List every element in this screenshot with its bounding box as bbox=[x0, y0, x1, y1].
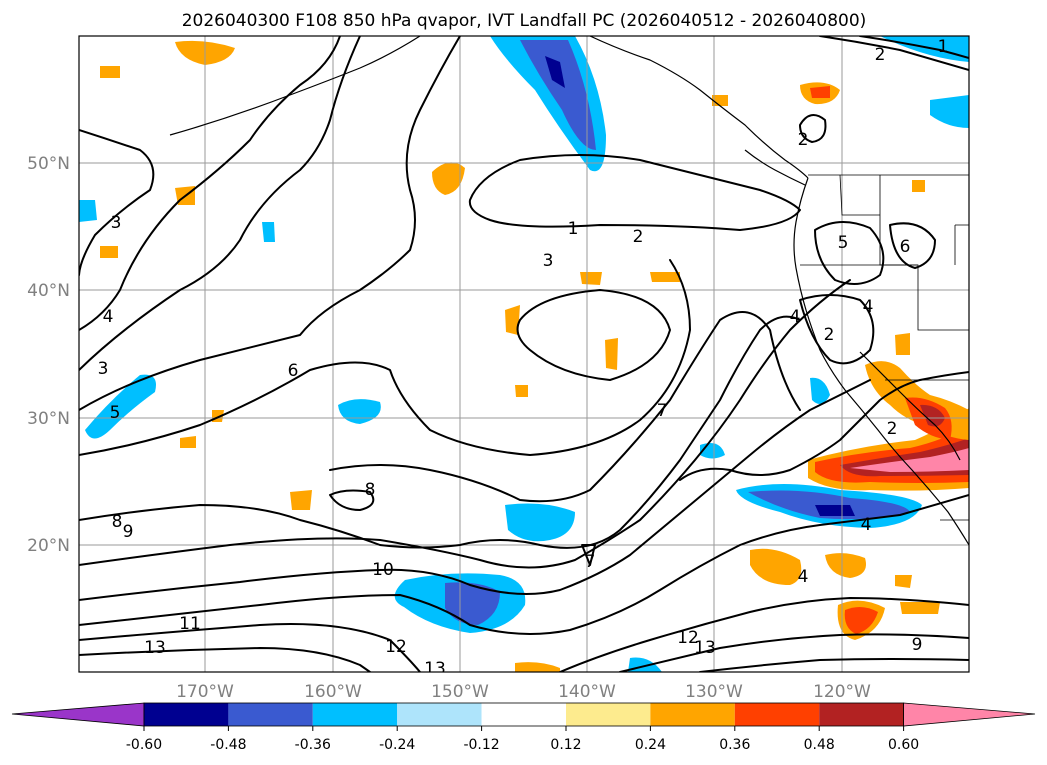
colorbar: -0.60 -0.48 -0.36 -0.24 -0.12 0.12 0.24 … bbox=[11, 702, 1036, 753]
contour-label: 1 bbox=[568, 219, 579, 239]
contour-label: 12 bbox=[385, 637, 407, 657]
colorbar-bin bbox=[566, 703, 651, 726]
colorbar-bin bbox=[228, 703, 313, 726]
contour-label: 11 bbox=[179, 614, 201, 634]
colorbar-bin bbox=[734, 703, 820, 726]
colorbar-extend-left bbox=[11, 702, 145, 727]
colorbar-tick-label: -0.48 bbox=[210, 737, 246, 753]
colorbar-bin bbox=[312, 703, 398, 726]
contour-label: 7 bbox=[657, 401, 668, 421]
colorbar-tick-label: 0.36 bbox=[719, 737, 750, 753]
contour-label: 4 bbox=[863, 297, 874, 317]
contour-label: 8 bbox=[112, 512, 123, 532]
colorbar-tick-label: -0.36 bbox=[295, 737, 331, 753]
isolines bbox=[79, 36, 969, 672]
latitude-labels: 50°N 40°N 30°N 20°N bbox=[27, 154, 70, 556]
lat-label: 20°N bbox=[27, 536, 70, 556]
colorbar-bin bbox=[819, 703, 904, 726]
negative-anomaly-shading bbox=[79, 36, 969, 672]
contour-label: 9 bbox=[123, 522, 134, 542]
contour-label: 12 bbox=[677, 628, 699, 648]
colorbar-tick-label: -0.12 bbox=[463, 737, 499, 753]
lon-label: 140°W bbox=[558, 682, 616, 702]
state-borders bbox=[800, 174, 969, 521]
colorbar-bin bbox=[144, 703, 229, 726]
colorbar-tick-label: -0.24 bbox=[379, 737, 415, 753]
contour-label: 5 bbox=[838, 233, 849, 253]
contour-label: 3 bbox=[98, 359, 109, 379]
contour-label: 4 bbox=[103, 307, 114, 327]
contour-label: 13 bbox=[694, 638, 716, 658]
lon-label: 160°W bbox=[304, 682, 362, 702]
contour-label: 6 bbox=[900, 237, 911, 257]
lon-label: 150°W bbox=[431, 682, 489, 702]
positive-anomaly-shading bbox=[100, 40, 969, 672]
contour-label: 8 bbox=[365, 480, 376, 500]
contour-labels: 2 1 2 1 2 3 3 4 3 5 6 5 6 4 2 4 7 8 8 9 … bbox=[98, 37, 949, 679]
coastlines bbox=[169, 36, 969, 546]
colorbar-bin bbox=[397, 703, 482, 726]
contour-label: 3 bbox=[543, 251, 554, 271]
contour-label: 3 bbox=[111, 213, 122, 233]
contour-label: 2 bbox=[887, 419, 898, 439]
lat-label: 30°N bbox=[27, 409, 70, 429]
contour-label: 2 bbox=[633, 227, 644, 247]
map-area: 2 1 2 1 2 3 3 4 3 5 6 5 6 4 2 4 7 8 8 9 … bbox=[79, 36, 969, 679]
colorbar-tick-label: 0.60 bbox=[888, 737, 919, 753]
colorbar-ticks bbox=[143, 726, 905, 731]
contour-label: 13 bbox=[424, 659, 446, 679]
longitude-labels: 170°W 160°W 150°W 140°W 130°W 120°W bbox=[176, 682, 871, 702]
contour-label: 4 bbox=[798, 567, 809, 587]
map-title: 2026040300 F108 850 hPa qvapor, IVT Land… bbox=[182, 11, 867, 31]
colorbar-tick-label: 0.24 bbox=[635, 737, 666, 753]
contour-label: 2 bbox=[824, 325, 835, 345]
lat-lon-grid bbox=[79, 36, 969, 672]
colorbar-tick-label: 0.48 bbox=[804, 737, 835, 753]
contour-label: 4 bbox=[790, 307, 801, 327]
lon-label: 130°W bbox=[685, 682, 743, 702]
colorbar-tick-label: -0.60 bbox=[126, 737, 162, 753]
colorbar-bin bbox=[650, 703, 735, 726]
colorbar-tick-label: 0.12 bbox=[550, 737, 581, 753]
colorbar-bin bbox=[481, 703, 566, 726]
map-frame bbox=[78, 35, 970, 673]
lon-label: 120°W bbox=[813, 682, 871, 702]
lat-label: 50°N bbox=[27, 154, 70, 174]
lon-label: 170°W bbox=[176, 682, 234, 702]
contour-label: 2 bbox=[798, 130, 809, 150]
contour-label: 10 bbox=[372, 560, 394, 580]
lat-label: 40°N bbox=[27, 281, 70, 301]
contour-label: 4 bbox=[861, 515, 872, 535]
colorbar-extend-right bbox=[903, 702, 1036, 727]
contour-label: 6 bbox=[288, 361, 299, 381]
contour-label: 2 bbox=[875, 45, 886, 65]
contour-label: 9 bbox=[912, 635, 923, 655]
contour-label: 7 bbox=[585, 552, 596, 572]
contour-label: 5 bbox=[110, 403, 121, 423]
contour-label: 13 bbox=[144, 638, 166, 658]
contour-label: 1 bbox=[938, 37, 949, 57]
